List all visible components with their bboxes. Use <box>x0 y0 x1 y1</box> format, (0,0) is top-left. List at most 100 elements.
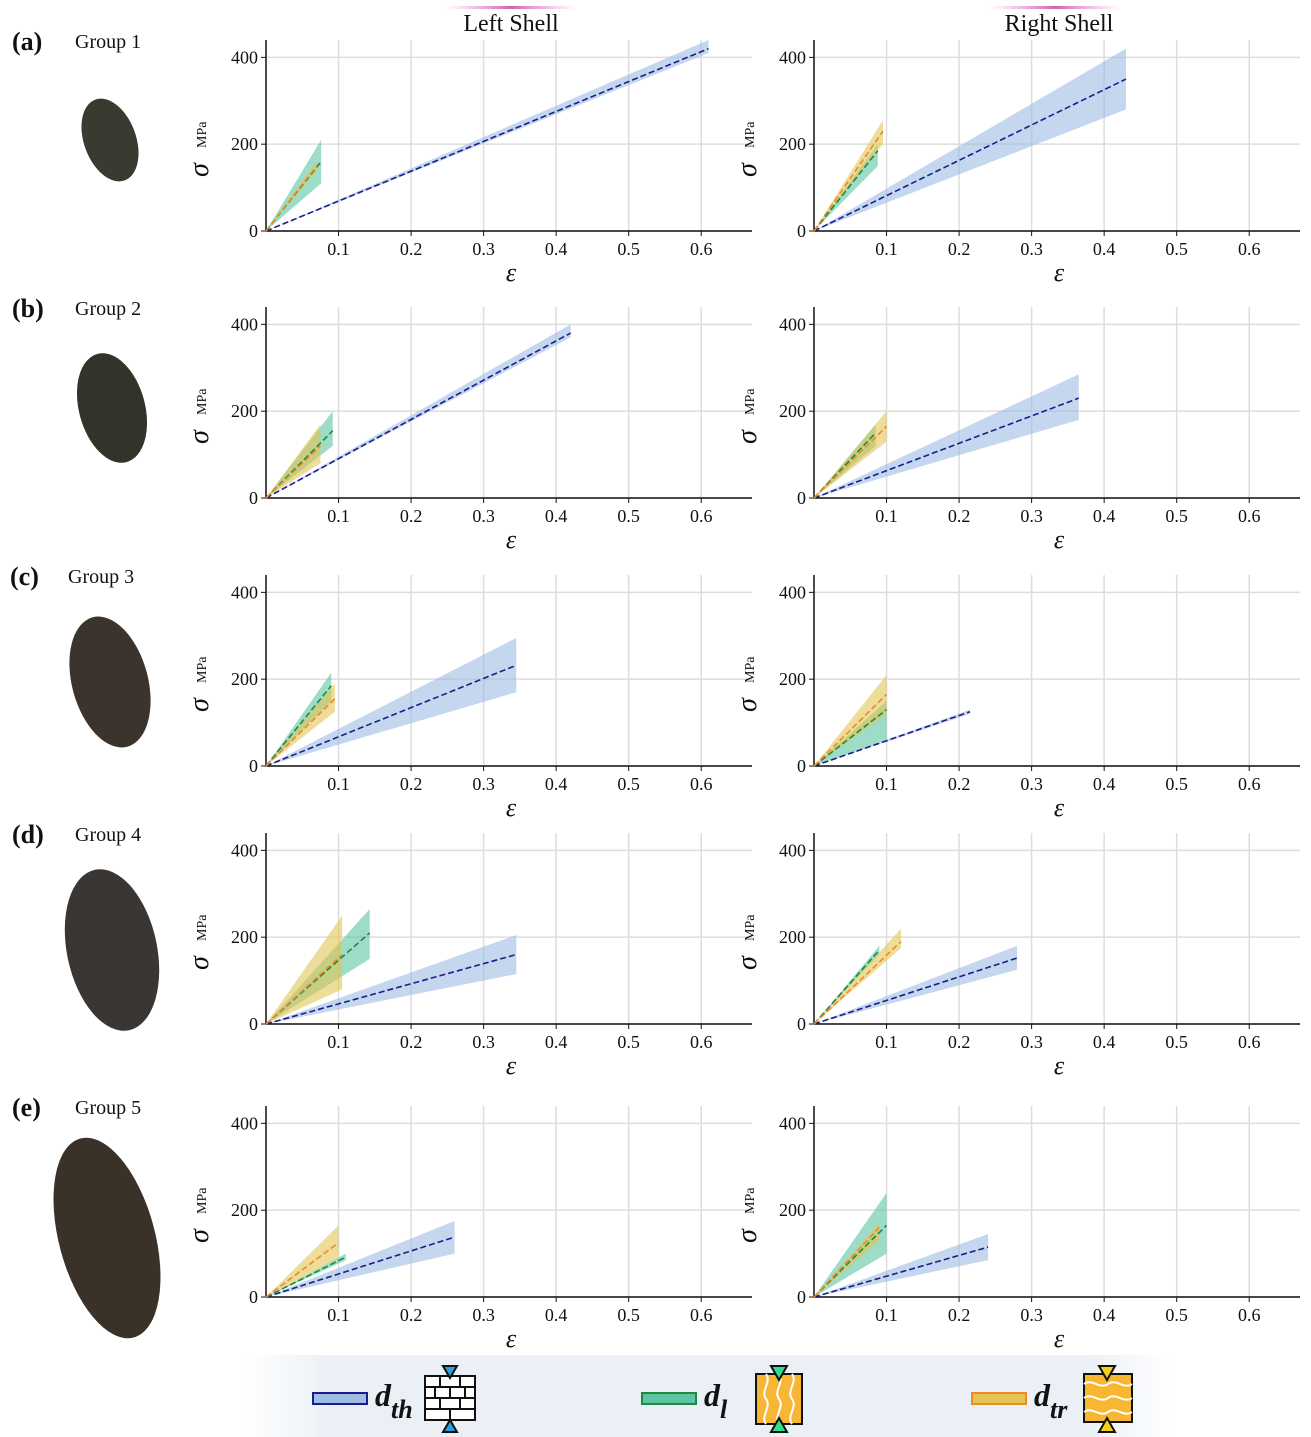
group-label: Group 5 <box>75 1097 141 1119</box>
x-tick-label: 0.1 <box>327 1305 350 1325</box>
group-label: Group 3 <box>68 566 134 588</box>
x-tick-label: 0.6 <box>1238 774 1261 794</box>
x-tick-label: 0.3 <box>472 1305 495 1325</box>
x-tick-label: 0.2 <box>948 1305 971 1325</box>
y-tick-label: 400 <box>779 582 806 602</box>
x-tick-label: 0.3 <box>472 239 495 259</box>
x-axis-label: ε <box>506 1324 517 1353</box>
y-tick-label: 200 <box>779 927 806 947</box>
band <box>266 1221 455 1297</box>
x-tick-label: 0.1 <box>327 774 350 794</box>
panel: 0.10.20.30.40.50.60200400εσMPa <box>184 575 752 822</box>
panel-label: (b) <box>12 294 44 323</box>
column-title: Right Shell <box>1005 11 1114 37</box>
y-tick-label: 400 <box>231 47 258 67</box>
y-tick-label: 0 <box>797 1014 806 1034</box>
band <box>266 140 321 231</box>
x-tick-label: 0.6 <box>1238 506 1261 526</box>
group-label: Group 1 <box>75 31 141 53</box>
x-tick-label: 0.5 <box>1165 1305 1188 1325</box>
x-axis-label: ε <box>1054 1324 1065 1353</box>
figure: Left ShellRight Shell(a)Group 1(b)Group … <box>0 0 1311 1437</box>
x-tick-label: 0.1 <box>875 506 898 526</box>
y-tick-label: 0 <box>249 488 258 508</box>
y-axis-unit: MPa <box>743 388 758 415</box>
legend-name: d <box>704 1377 721 1413</box>
x-axis-label: ε <box>1054 525 1065 554</box>
x-axis-label: ε <box>1054 258 1065 287</box>
x-tick-label: 0.5 <box>1165 774 1188 794</box>
line <box>266 1243 339 1297</box>
y-axis-unit: MPa <box>195 1187 210 1214</box>
y-tick-label: 400 <box>231 1113 258 1133</box>
y-tick-label: 0 <box>249 756 258 776</box>
legend-swatch <box>313 1393 367 1404</box>
y-tick-label: 0 <box>249 221 258 241</box>
panel: 0.10.20.30.40.50.60200400εσMPa <box>184 1106 752 1353</box>
x-tick-label: 0.6 <box>690 1305 713 1325</box>
y-axis-unit: MPa <box>743 656 758 683</box>
y-axis-unit: MPa <box>195 388 210 415</box>
x-tick-label: 0.5 <box>617 506 640 526</box>
y-tick-label: 0 <box>797 221 806 241</box>
y-tick-label: 0 <box>797 1287 806 1307</box>
x-tick-label: 0.6 <box>690 774 713 794</box>
x-tick-label: 0.4 <box>545 506 568 526</box>
legend-subscript: l <box>720 1395 728 1424</box>
x-tick-label: 0.5 <box>1165 506 1188 526</box>
x-tick-label: 0.4 <box>1093 239 1116 259</box>
x-tick-label: 0.1 <box>875 1032 898 1052</box>
x-axis-label: ε <box>506 525 517 554</box>
legend-swatch <box>972 1393 1026 1404</box>
x-tick-label: 0.4 <box>1093 1305 1116 1325</box>
x-tick-label: 0.5 <box>617 239 640 259</box>
x-tick-label: 0.3 <box>1020 774 1043 794</box>
y-tick-label: 200 <box>231 669 258 689</box>
y-tick-label: 400 <box>779 47 806 67</box>
x-tick-label: 0.6 <box>690 1032 713 1052</box>
y-axis-unit: MPa <box>195 656 210 683</box>
x-tick-label: 0.4 <box>545 774 568 794</box>
panel: 0.10.20.30.40.50.60200400εσMPa <box>184 833 752 1080</box>
x-tick-label: 0.2 <box>948 1032 971 1052</box>
band <box>814 374 1079 498</box>
y-tick-label: 0 <box>797 488 806 508</box>
x-tick-label: 0.5 <box>1165 239 1188 259</box>
y-axis-label: σ <box>732 162 763 177</box>
x-tick-label: 0.4 <box>545 1305 568 1325</box>
band <box>814 946 1017 1024</box>
legend-name: d <box>375 1377 392 1413</box>
y-axis-label: σ <box>184 1228 215 1243</box>
x-tick-label: 0.6 <box>690 506 713 526</box>
shell-images <box>34 91 180 1350</box>
x-tick-label: 0.6 <box>1238 239 1261 259</box>
y-axis-unit: MPa <box>195 121 210 148</box>
x-tick-label: 0.2 <box>948 239 971 259</box>
x-tick-label: 0.6 <box>690 239 713 259</box>
x-tick-label: 0.3 <box>1020 506 1043 526</box>
panel: 0.10.20.30.40.50.60200400εσMPa <box>184 40 752 287</box>
y-tick-label: 200 <box>779 669 806 689</box>
x-tick-label: 0.1 <box>875 774 898 794</box>
x-tick-label: 0.3 <box>472 1032 495 1052</box>
y-axis-label: σ <box>732 429 763 444</box>
x-tick-label: 0.1 <box>875 1305 898 1325</box>
panel-label: (c) <box>10 562 39 591</box>
y-tick-label: 200 <box>779 401 806 421</box>
y-tick-label: 200 <box>231 927 258 947</box>
y-tick-label: 400 <box>231 314 258 334</box>
x-tick-label: 0.1 <box>327 506 350 526</box>
y-tick-label: 0 <box>249 1287 258 1307</box>
y-axis-unit: MPa <box>195 914 210 941</box>
x-axis-label: ε <box>506 258 517 287</box>
panel: 0.10.20.30.40.50.60200400εσMPa <box>732 40 1300 287</box>
y-axis-label: σ <box>184 697 215 712</box>
y-axis-label: σ <box>184 955 215 970</box>
x-tick-label: 0.1 <box>875 239 898 259</box>
x-axis-label: ε <box>1054 1051 1065 1080</box>
y-tick-label: 200 <box>779 1200 806 1220</box>
